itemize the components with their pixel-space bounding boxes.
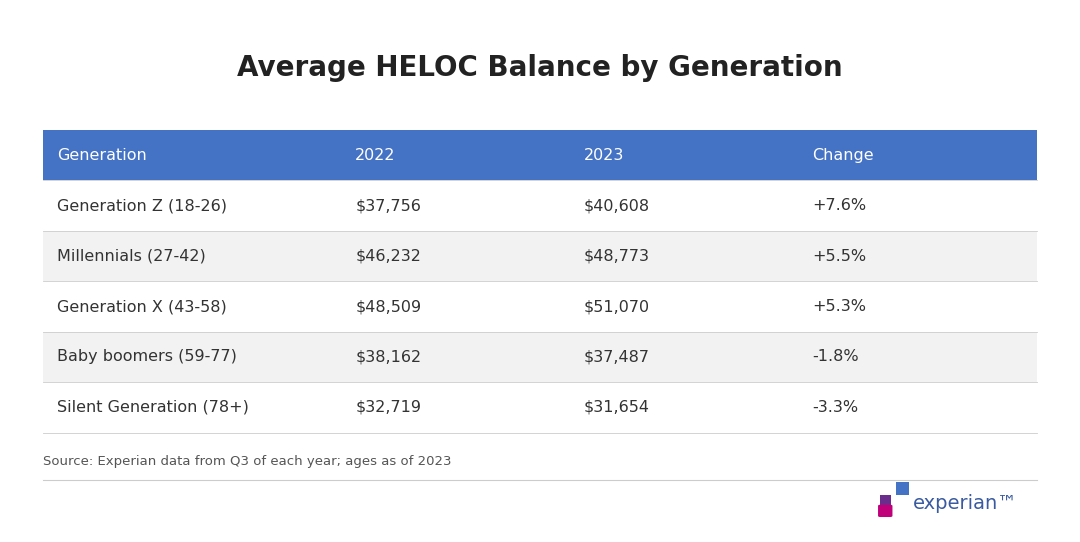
Text: Source: Experian data from Q3 of each year; ages as of 2023: Source: Experian data from Q3 of each ye… (43, 455, 451, 468)
Text: $37,756: $37,756 (355, 198, 421, 213)
Text: Generation Z (18-26): Generation Z (18-26) (57, 198, 227, 213)
Text: 2022: 2022 (355, 148, 395, 163)
Text: $51,070: $51,070 (584, 299, 650, 314)
Text: Average HELOC Balance by Generation: Average HELOC Balance by Generation (238, 54, 842, 82)
Text: $48,509: $48,509 (355, 299, 421, 314)
Text: Generation X (43-58): Generation X (43-58) (57, 299, 227, 314)
Text: +7.6%: +7.6% (812, 198, 866, 213)
Text: +5.5%: +5.5% (812, 249, 866, 263)
Text: $32,719: $32,719 (355, 400, 421, 415)
Text: Generation: Generation (57, 148, 147, 163)
Text: $40,608: $40,608 (584, 198, 650, 213)
Text: $31,654: $31,654 (584, 400, 650, 415)
Text: -3.3%: -3.3% (812, 400, 859, 415)
Text: 2023: 2023 (584, 148, 624, 163)
Text: $37,487: $37,487 (584, 350, 650, 364)
Text: Millennials (27-42): Millennials (27-42) (57, 249, 206, 263)
Text: Baby boomers (59-77): Baby boomers (59-77) (57, 350, 238, 364)
Text: Change: Change (812, 148, 874, 163)
Text: +5.3%: +5.3% (812, 299, 866, 314)
Text: $48,773: $48,773 (584, 249, 650, 263)
Text: -1.8%: -1.8% (812, 350, 859, 364)
Text: $38,162: $38,162 (355, 350, 421, 364)
Text: experian™: experian™ (913, 494, 1017, 513)
Text: Silent Generation (78+): Silent Generation (78+) (57, 400, 249, 415)
Text: $46,232: $46,232 (355, 249, 421, 263)
